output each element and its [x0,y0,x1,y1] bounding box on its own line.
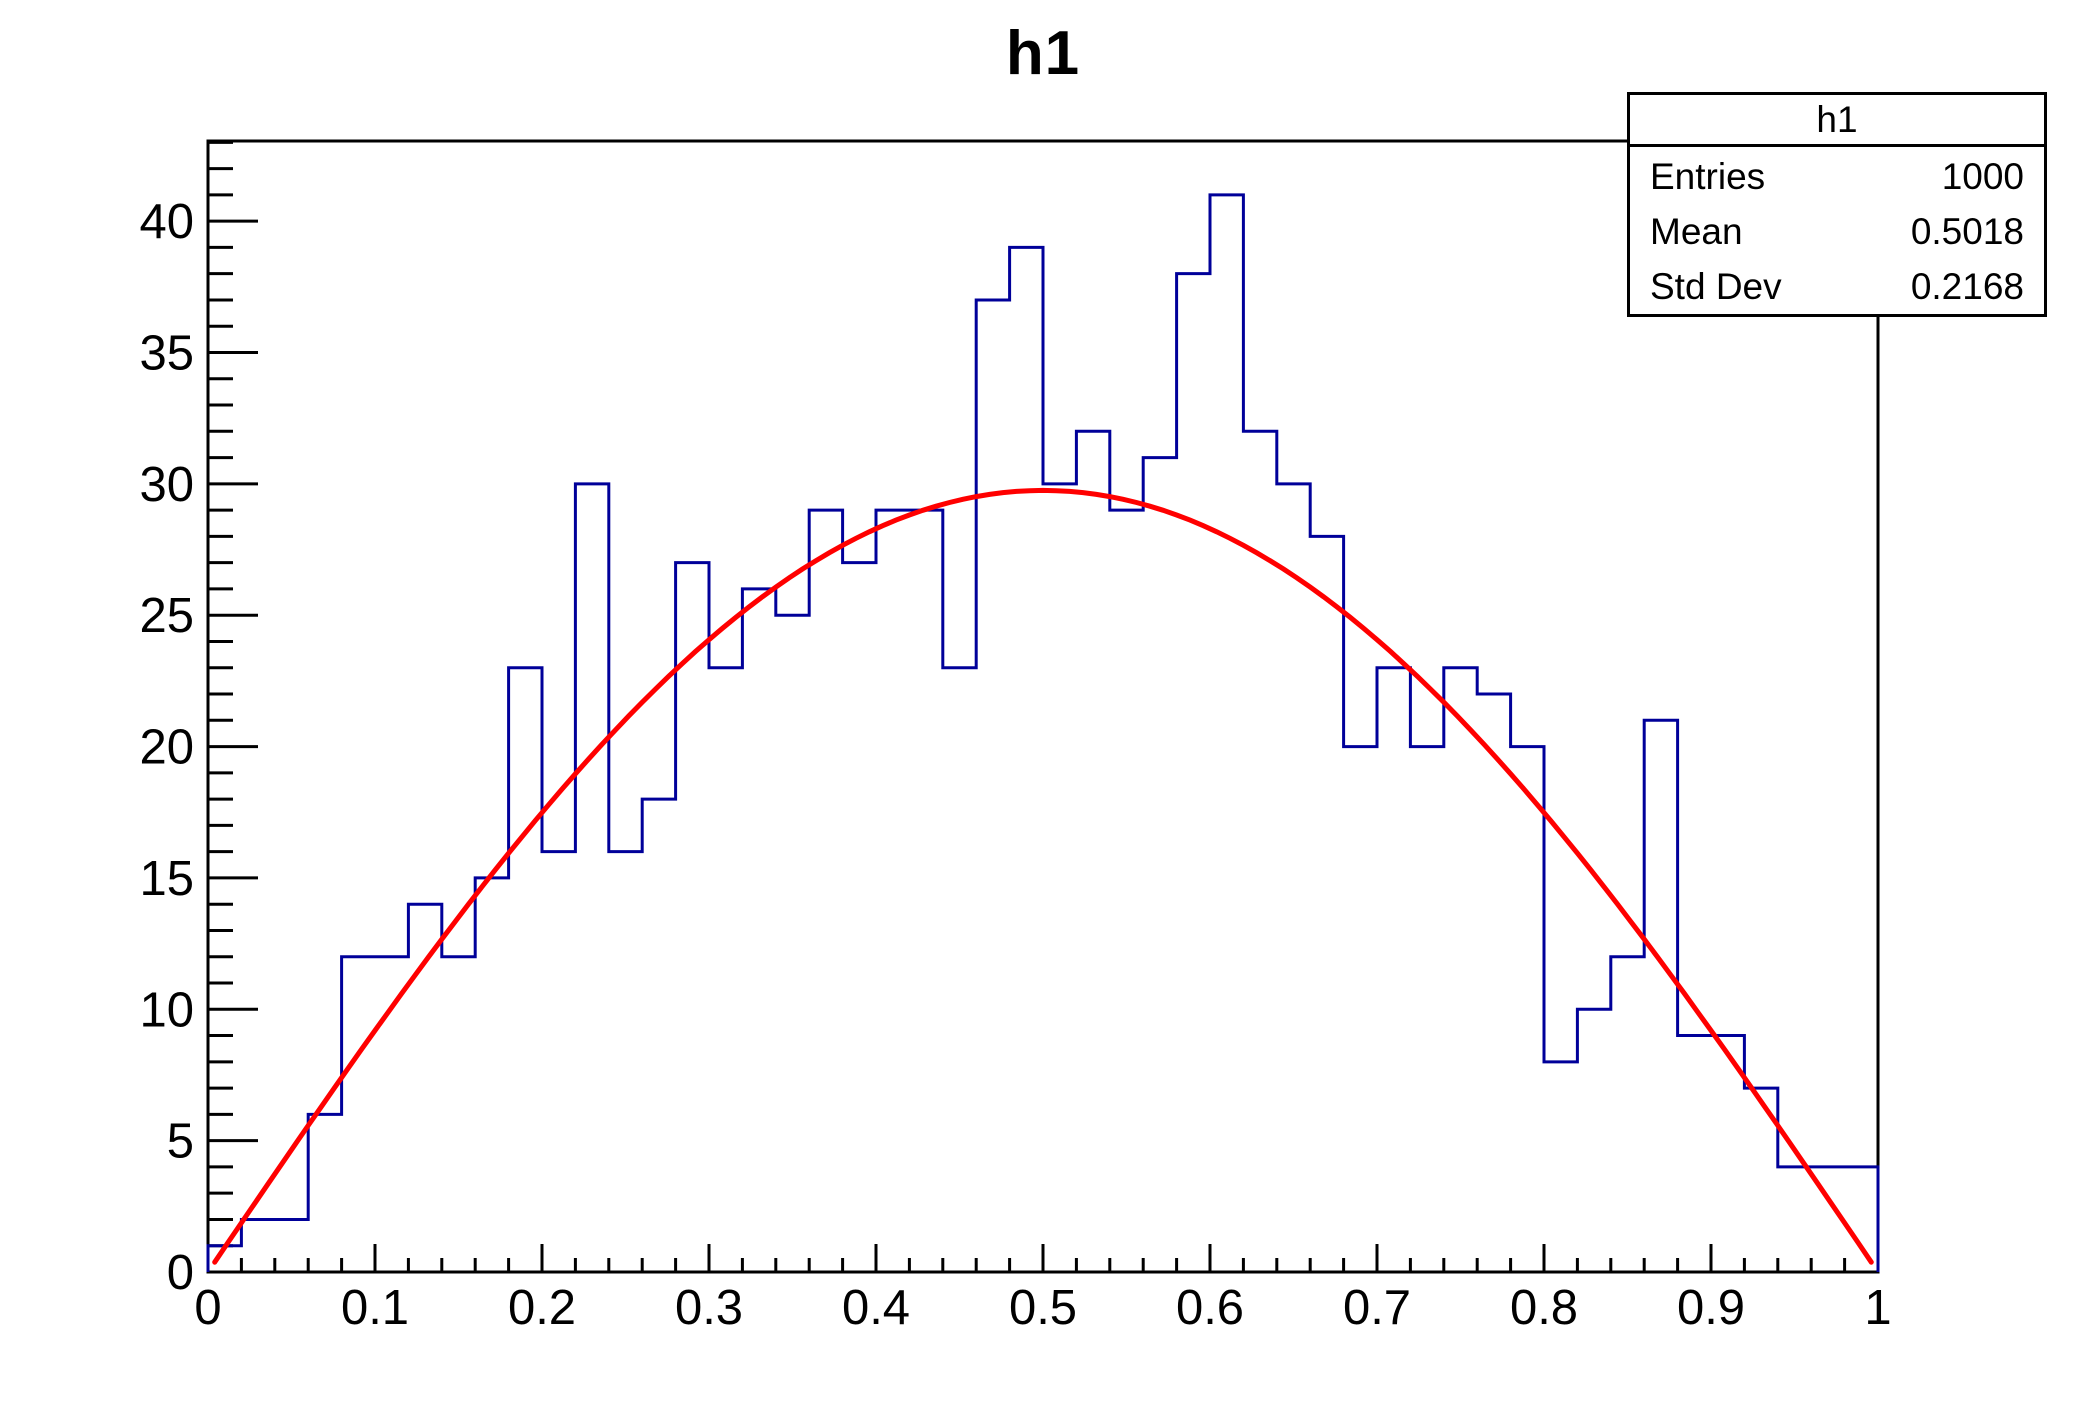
stats-label-mean: Mean [1650,211,1743,252]
svg-text:0.6: 0.6 [1176,1281,1244,1335]
svg-text:20: 20 [139,721,194,775]
svg-text:0.9: 0.9 [1677,1281,1745,1335]
svg-text:5: 5 [167,1115,194,1169]
y-axis-labels: 0 5 10 15 20 25 30 35 40 [139,195,194,1300]
stats-value-stddev: 0.2168 [1910,266,2024,307]
svg-text:15: 15 [139,852,194,906]
svg-text:40: 40 [139,195,194,249]
plot-title: h1 [1005,19,1081,88]
stats-row-stddev: Std Dev 0.2168 [1650,259,2024,314]
stats-rows: Entries 1000 Mean 0.5018 Std Dev 0.2168 [1630,147,2044,314]
stats-row-entries: Entries 1000 [1650,149,2024,204]
svg-text:0.8: 0.8 [1510,1281,1578,1335]
x-axis-labels: 0 0.1 0.2 0.3 0.4 0.5 0.6 0.7 0.8 0.9 1 [194,1281,1891,1335]
svg-text:0.5: 0.5 [1009,1281,1077,1335]
svg-text:1: 1 [1864,1281,1891,1335]
stats-row-mean: Mean 0.5018 [1650,204,2024,259]
y-axis [208,140,258,1248]
stats-box-title: h1 [1630,95,2044,147]
stats-box: h1 Entries 1000 Mean 0.5018 Std Dev 0.21… [1627,92,2047,317]
svg-text:30: 30 [139,458,194,512]
svg-text:0: 0 [194,1281,221,1335]
svg-text:35: 35 [139,326,194,380]
svg-text:0.1: 0.1 [341,1281,409,1335]
svg-text:10: 10 [139,983,194,1037]
stats-value-mean: 0.5018 [1910,211,2024,252]
svg-text:25: 25 [139,589,194,643]
svg-text:0.4: 0.4 [842,1281,910,1335]
histogram-line [206,193,1880,1272]
svg-text:0.7: 0.7 [1343,1281,1411,1335]
svg-text:0.3: 0.3 [675,1281,743,1335]
stats-value-entries: 1000 [1941,156,2024,197]
plot-frame [206,139,1880,1274]
x-axis [206,1244,1880,1272]
stats-label-entries: Entries [1650,156,1766,197]
fit-curve [212,487,1874,1265]
stats-label-stddev: Std Dev [1650,266,1782,307]
svg-text:0: 0 [167,1246,194,1300]
svg-text:0.2: 0.2 [508,1281,576,1335]
